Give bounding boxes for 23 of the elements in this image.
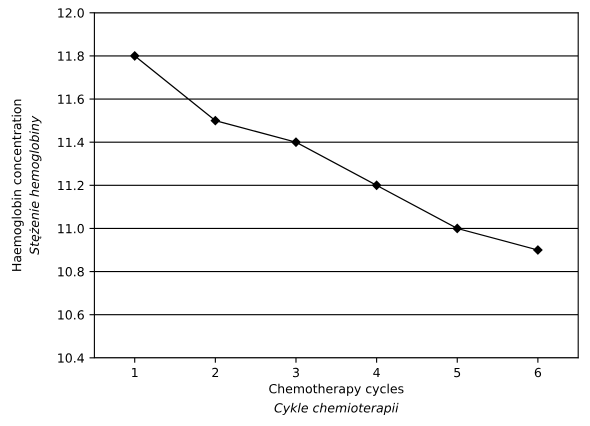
point [130, 51, 140, 61]
x-tick-label: 1 [132, 368, 138, 378]
x-tick-label: 3 [292, 368, 299, 378]
x-tick-label: 5 [454, 368, 460, 378]
y-tick-label: 10.8 [58, 267, 84, 276]
y-axis-title: Haemoglobin concentration Stężenie hemoglobiny [12, 100, 42, 271]
x-axis-title: Chemotherapy cycles Cykle chemioterapii [269, 384, 404, 416]
y-tick-label: 10.4 [58, 353, 84, 363]
y-tick-label: 11.6 [58, 94, 84, 104]
x-tick-label: 6 [534, 368, 542, 378]
y-tick-label: 11.0 [58, 224, 84, 234]
point [291, 138, 301, 147]
x-tick-label: 2 [212, 368, 218, 378]
y-tick-label: 12.0 [58, 8, 84, 18]
y-tick-label: 10.6 [58, 310, 84, 320]
y-tick-label: 11.2 [58, 180, 84, 190]
point [372, 180, 382, 190]
x-tick-label: 4 [373, 368, 380, 378]
point [533, 245, 543, 255]
point [452, 224, 462, 234]
y-tick-label: 11.8 [58, 51, 84, 61]
point [210, 116, 220, 126]
y-tick-label: 11.4 [58, 138, 84, 147]
